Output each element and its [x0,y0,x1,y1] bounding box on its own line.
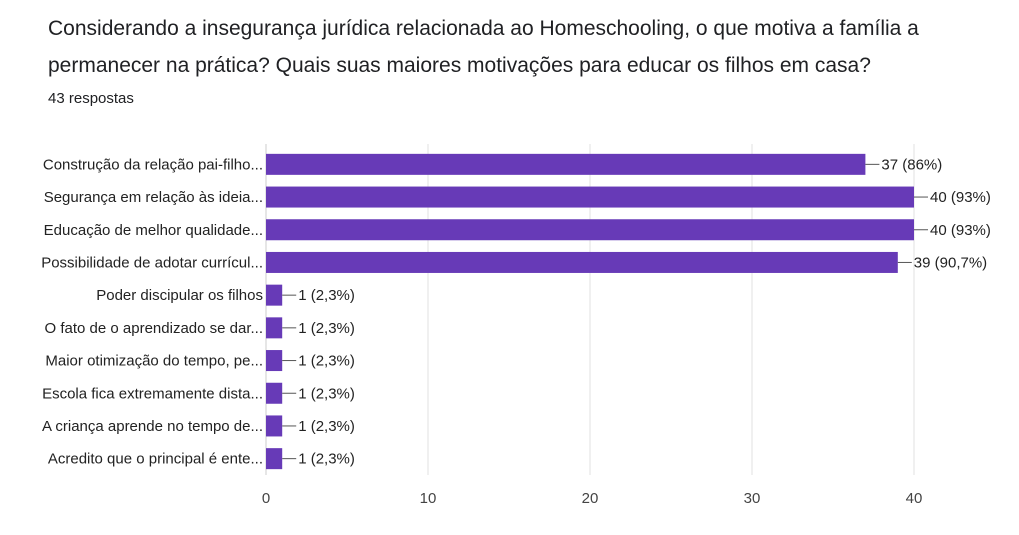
category-label: Poder discipular os filhos [96,287,263,304]
data-label: 39 (90,7%) [914,254,987,271]
bar [266,251,898,273]
data-label: 1 (2,3%) [298,320,355,337]
x-tick-label: 40 [906,490,923,507]
category-label: Construção da relação pai-filho... [43,156,263,173]
question-title: Considerando a insegurança jurídica rela… [48,17,919,77]
data-label: 1 (2,3%) [298,353,355,370]
category-label: Acredito que o principal é ente... [48,451,263,468]
response-count: 43 respostas [48,90,134,107]
bar [266,382,283,404]
bar [266,317,283,339]
data-label: 1 (2,3%) [298,451,355,468]
bar [266,219,914,241]
category-label: Escola fica extremamente dista... [42,385,263,402]
category-label: Maior otimização do tempo, pe... [45,353,263,370]
category-label: Possibilidade de adotar currícul... [41,254,263,271]
data-label: 37 (86%) [881,156,942,173]
x-tick-label: 0 [262,490,270,507]
bar [266,350,283,372]
category-label: Educação de melhor qualidade... [44,222,263,239]
data-label: 1 (2,3%) [298,385,355,402]
bar [266,448,283,470]
category-label: A criança aprende no tempo de... [42,418,263,435]
category-label: O fato de o aprendizado se dar... [45,320,263,337]
bar [266,153,866,175]
data-label: 1 (2,3%) [298,418,355,435]
bar [266,186,914,208]
bar [266,284,283,306]
data-label: 40 (93%) [930,222,991,239]
data-label: 1 (2,3%) [298,287,355,304]
x-tick-label: 10 [420,490,437,507]
x-tick-label: 20 [582,490,599,507]
category-label: Segurança em relação às ideia... [44,189,263,206]
data-label: 40 (93%) [930,189,991,206]
bar [266,415,283,437]
x-tick-label: 30 [744,490,761,507]
